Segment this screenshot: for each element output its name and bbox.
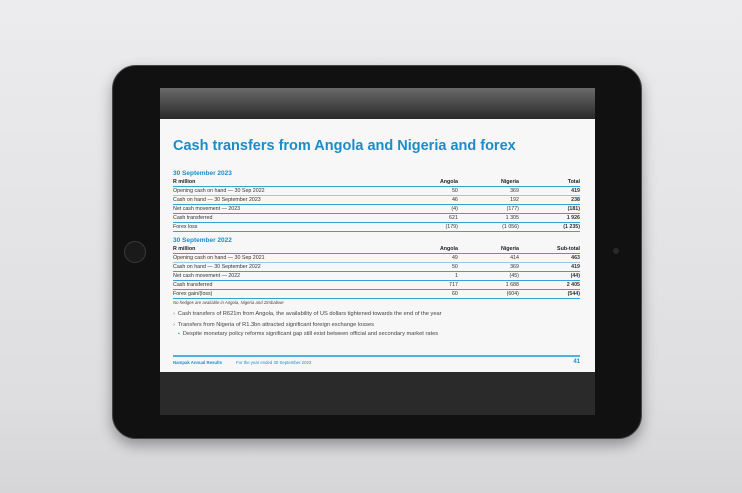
table-cell: (4) xyxy=(396,204,458,214)
column-header: Angola xyxy=(396,245,458,254)
column-header: R million xyxy=(173,245,397,254)
table-row: Opening cash on hand — 30 Sep 2022 50 369 4… xyxy=(173,186,580,196)
column-header: Nigeria xyxy=(457,245,519,254)
table-cell: (1 056) xyxy=(457,222,519,232)
table-cell: Cash on hand — 30 September 2023 xyxy=(173,195,397,205)
table-2023: R million Angola Nigeria Total Opening cash … xyxy=(173,178,580,232)
page-number: 41 xyxy=(573,359,580,365)
table-cell: (1 235) xyxy=(518,222,580,232)
table-cell: 414 xyxy=(457,253,519,263)
table-header-row: R million Angola Nigeria Total xyxy=(173,178,580,187)
table-cell: Opening cash on hand — 30 Sep 2022 xyxy=(173,186,397,196)
table-cell: 1 305 xyxy=(457,213,519,223)
column-header: Nigeria xyxy=(457,178,519,187)
table-cell: 192 xyxy=(457,195,519,205)
table-cell: 60 xyxy=(396,289,458,299)
table-cell: Forex loss xyxy=(173,222,397,232)
tablet-screen: Cash transfers from Angola and Nigeria a… xyxy=(160,88,595,415)
table-note: No hedges are available in Angola, Niger… xyxy=(173,300,284,305)
table-cell: 1 xyxy=(396,271,458,281)
table-row: Net cash movement — 2023 (4) (177) (181) xyxy=(173,204,580,214)
table-cell: Forex gain/(loss) xyxy=(173,289,397,299)
sub-bullet: ▪ Despite monetary policy reforms signifi… xyxy=(178,331,439,337)
table-cell: 369 xyxy=(457,262,519,272)
table-cell: 419 xyxy=(518,186,580,196)
table-cell: 2 405 xyxy=(518,280,580,290)
table-2022: R million Angola Nigeria Sub-total Opening c… xyxy=(173,245,580,299)
table-row: Forex gain/(loss) 60 (604) (544) xyxy=(173,289,580,299)
table-row: Cash on hand — 30 September 2023 46 192 238 xyxy=(173,195,580,205)
table-cell: Opening cash on hand — 30 Sep 2021 xyxy=(173,253,397,263)
table-cell: 1 926 xyxy=(518,213,580,223)
bullet-2: › Transfers from Nigeria of R1.3bn attrac… xyxy=(173,322,375,328)
table-cell: Cash transferred xyxy=(173,280,397,290)
table-cell: 419 xyxy=(518,262,580,272)
slide-title: Cash transfers from Angola and Nigeria a… xyxy=(173,138,516,154)
table-cell: (177) xyxy=(457,204,519,214)
column-header: Total xyxy=(518,178,580,187)
table-row: Opening cash on hand — 30 Sep 2021 49 414 4… xyxy=(173,253,580,263)
footer-period: For the year ended 30 September 2023 xyxy=(236,360,312,365)
table-cell: 621 xyxy=(396,213,458,223)
table-cell: 50 xyxy=(396,262,458,272)
bullet-text: Transfers from Nigeria of R1.3bn attract… xyxy=(177,322,375,328)
column-header: Sub-total xyxy=(518,245,580,254)
column-header: Angola xyxy=(396,178,458,187)
table-cell: 46 xyxy=(396,195,458,205)
footer-divider xyxy=(173,355,580,357)
table-row: Cash transferred 717 1 688 2 405 xyxy=(173,280,580,290)
table-cell: Cash transferred xyxy=(173,213,397,223)
table-cell: 50 xyxy=(396,186,458,196)
table-cell: 1 688 xyxy=(457,280,519,290)
table-cell: 49 xyxy=(396,253,458,263)
tablet-device: Cash transfers from Angola and Nigeria a… xyxy=(112,65,642,439)
home-button[interactable] xyxy=(124,241,146,263)
table-cell: (544) xyxy=(518,289,580,299)
table-row: Forex loss (179) (1 056) (1 235) xyxy=(173,222,580,232)
table-cell: (179) xyxy=(396,222,458,232)
column-header: R million xyxy=(173,178,397,187)
table-row: Cash on hand — 30 September 2022 50 369 419 xyxy=(173,262,580,272)
table-cell: 238 xyxy=(518,195,580,205)
table-cell: 717 xyxy=(396,280,458,290)
table-cell: (45) xyxy=(457,271,519,281)
table-heading-2023: 30 September 2023 xyxy=(173,170,232,177)
table-cell: (604) xyxy=(457,289,519,299)
table-cell: 463 xyxy=(518,253,580,263)
table-heading-2022: 30 September 2022 xyxy=(173,237,232,244)
table-cell: (44) xyxy=(518,271,580,281)
table-row: Net cash movement — 2022 1 (45) (44) xyxy=(173,271,580,281)
bullet-text: Cash transfers of R621m from Angola, the… xyxy=(177,311,442,317)
table-cell: Net cash movement — 2022 xyxy=(173,271,397,281)
bullet-1: › Cash transfers of R621m from Angola, th… xyxy=(173,311,442,317)
table-header-row: R million Angola Nigeria Sub-total xyxy=(173,245,580,254)
screen-bottom xyxy=(160,372,595,415)
footer-brand: Nampak Annual Results xyxy=(173,360,223,365)
table-cell: Cash on hand — 30 September 2022 xyxy=(173,262,397,272)
table-cell: Net cash movement — 2023 xyxy=(173,204,397,214)
bullet-text: Despite monetary policy reforms signific… xyxy=(182,331,439,337)
table-cell: (181) xyxy=(518,204,580,214)
presentation-slide: Cash transfers from Angola and Nigeria a… xyxy=(160,119,595,372)
table-row: Cash transferred 621 1 305 1 926 xyxy=(173,213,580,223)
camera-icon xyxy=(613,248,619,254)
table-cell: 369 xyxy=(457,186,519,196)
